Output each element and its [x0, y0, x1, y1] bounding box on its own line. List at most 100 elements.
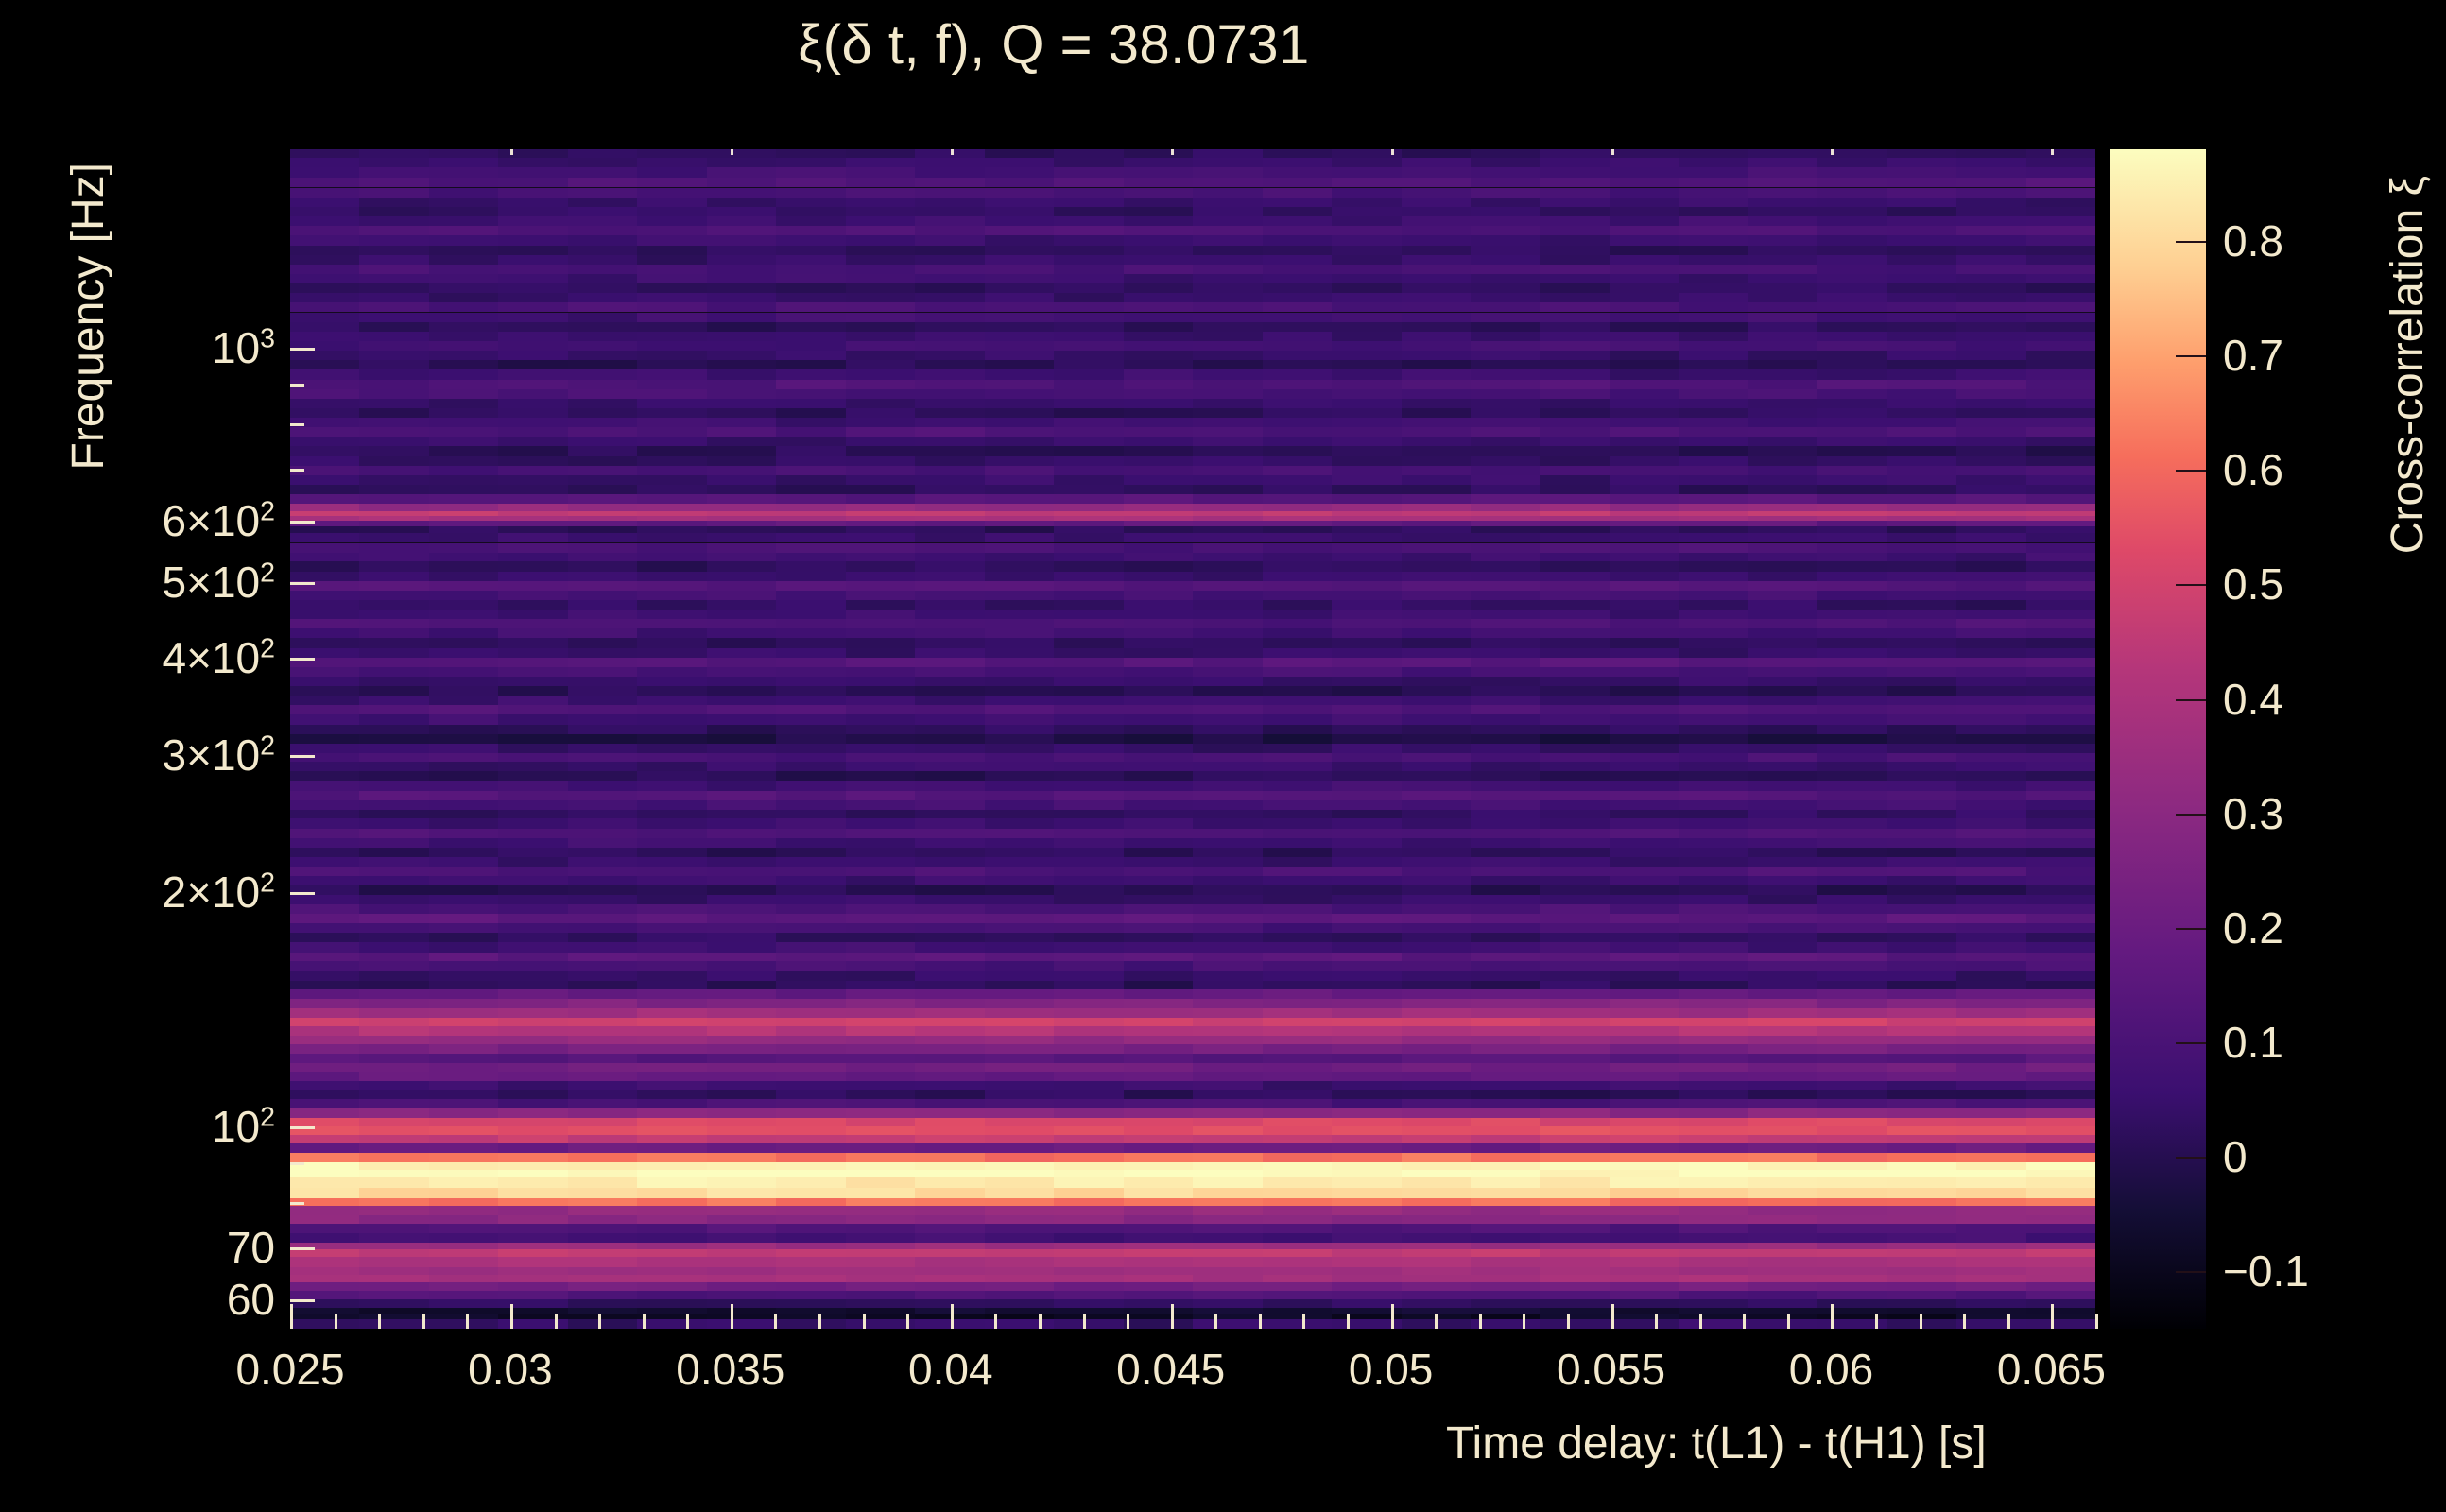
heatmap-cell [1054, 1026, 1124, 1036]
heatmap-cell [776, 178, 846, 188]
heatmap-cell [1748, 455, 1818, 466]
heatmap-cell [428, 533, 499, 543]
heatmap-cell [776, 998, 846, 1008]
heatmap-cell [1401, 1298, 1471, 1308]
heatmap-cell [915, 1080, 985, 1091]
heatmap-row [290, 971, 2095, 981]
heatmap-cell [1193, 1282, 1263, 1292]
heatmap-cell [1956, 283, 2026, 294]
heatmap-cell [1332, 971, 1402, 981]
heatmap-cell [1609, 1282, 1679, 1292]
heatmap-cell [1609, 1143, 1679, 1154]
heatmap-cell [1401, 398, 1471, 408]
heatmap-cell [1193, 149, 1263, 159]
heatmap-cell [1401, 971, 1471, 981]
heatmap-cell [1748, 676, 1818, 686]
heatmap-cell [915, 1249, 985, 1258]
heatmap-cell [1748, 932, 1818, 943]
heatmap-cell [845, 1054, 916, 1064]
heatmap-cell [1262, 1063, 1333, 1073]
heatmap-cell [984, 1126, 1055, 1136]
heatmap-cell [1956, 504, 2026, 511]
heatmap-row [290, 187, 2095, 198]
heatmap-cell [567, 1080, 638, 1091]
heatmap-cell [359, 1153, 429, 1162]
heatmap-cell [1123, 437, 1194, 447]
heatmap-cell [1193, 1177, 1263, 1188]
heatmap-cell [567, 619, 638, 629]
heatmap-cell [1956, 1282, 2026, 1292]
heatmap-cell [1956, 942, 2026, 953]
heatmap-cell [290, 781, 360, 791]
heatmap-cell [1956, 235, 2026, 246]
heatmap-cell [359, 167, 429, 179]
heatmap-cell [428, 351, 499, 361]
heatmap-cell [1886, 521, 1957, 526]
heatmap-cell [1817, 379, 1887, 389]
heatmap-cell [359, 1307, 429, 1314]
heatmap-cell [845, 504, 916, 511]
heatmap-cell [359, 1054, 429, 1064]
heatmap-cell [1748, 273, 1818, 284]
heatmap-cell [1193, 1187, 1263, 1198]
heatmap-cell [706, 1249, 777, 1258]
heatmap-cell [1679, 525, 1748, 534]
heatmap-row [290, 571, 2095, 581]
heatmap-cell [290, 351, 360, 361]
heatmap-cell [1054, 388, 1124, 399]
heatmap-cell [1956, 446, 2026, 456]
heatmap-cell [1123, 245, 1194, 255]
heatmap-cell [567, 1298, 638, 1308]
heatmap-cell [2025, 1090, 2095, 1099]
heatmap-cell [1193, 695, 1263, 705]
heatmap-cell [2025, 781, 2095, 791]
heatmap-plot-area[interactable] [290, 149, 2095, 1329]
heatmap-cell [637, 1307, 707, 1314]
heatmap-cell [1609, 914, 1679, 923]
heatmap-cell [1054, 1072, 1124, 1081]
heatmap-cell [637, 1161, 707, 1170]
heatmap-cell [498, 1054, 568, 1064]
heatmap-cell [1262, 1257, 1333, 1267]
heatmap-cell [1123, 525, 1194, 534]
heatmap-cell [1679, 1298, 1748, 1308]
heatmap-cell [1123, 980, 1194, 990]
heatmap-cell [290, 418, 360, 428]
heatmap-cell [1817, 676, 1887, 686]
heatmap-cell [1817, 1080, 1887, 1091]
heatmap-cell [1193, 1108, 1263, 1119]
colorbar-tick-mark [2176, 355, 2206, 358]
heatmap-cell [1054, 398, 1124, 408]
heatmap-cell [1679, 1206, 1748, 1215]
heatmap-cell [290, 1291, 360, 1299]
heatmap-cell [1470, 1307, 1541, 1314]
heatmap-cell [1123, 894, 1194, 904]
heatmap-cell [1401, 704, 1471, 715]
heatmap-cell [498, 989, 568, 999]
heatmap-cell [1054, 1257, 1124, 1267]
heatmap-cell [845, 178, 916, 188]
heatmap-cell [1679, 351, 1748, 361]
heatmap-cell [1817, 187, 1887, 198]
heatmap-cell [637, 961, 707, 971]
heatmap-cell [290, 1063, 360, 1073]
heatmap-cell [1054, 1307, 1124, 1314]
heatmap-cell [1609, 1135, 1679, 1144]
heatmap-cell [1540, 922, 1610, 933]
heatmap-cell [1886, 657, 1957, 667]
colorbar[interactable] [2110, 149, 2206, 1329]
heatmap-cell [359, 1224, 429, 1233]
heatmap-cell [1748, 1266, 1818, 1275]
colorbar-title: Cross-correlation ξ [2383, 176, 2433, 555]
heatmap-cell [984, 1232, 1055, 1243]
heatmap-cell [776, 1126, 846, 1136]
heatmap-cell [1886, 465, 1957, 475]
heatmap-cell [1540, 1035, 1610, 1045]
heatmap-cell [1054, 149, 1124, 159]
heatmap-cell [706, 1044, 777, 1055]
heatmap-cell [1193, 1169, 1263, 1178]
heatmap-cell [706, 998, 777, 1008]
heatmap-cell [1470, 1242, 1541, 1250]
heatmap-cell [1956, 207, 2026, 217]
heatmap-cell [1401, 1307, 1471, 1314]
